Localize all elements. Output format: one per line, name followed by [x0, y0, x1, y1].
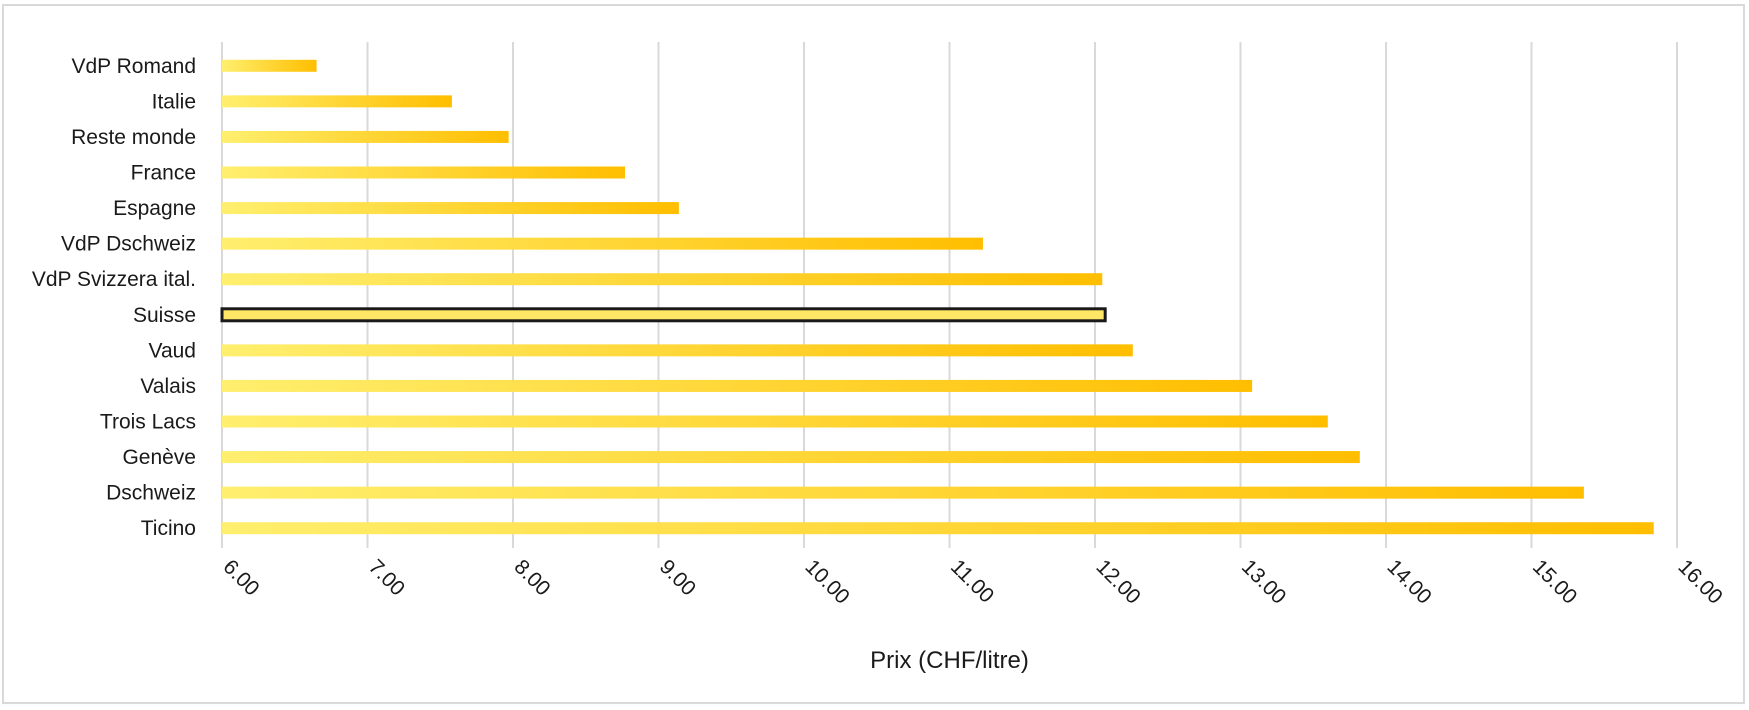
- bars: [220, 59, 1654, 535]
- x-tick-label: 10.00: [800, 555, 853, 608]
- x-tick-label: 12.00: [1091, 555, 1144, 608]
- category-label: France: [131, 162, 196, 185]
- bar-italie: [222, 95, 452, 108]
- bar-vaud: [222, 344, 1133, 357]
- x-tick-label: 16.00: [1673, 555, 1726, 608]
- bar-reste-monde: [222, 130, 509, 143]
- category-label: Espagne: [113, 197, 196, 220]
- x-tick-label: 11.00: [946, 555, 998, 607]
- category-label: Genève: [122, 446, 196, 469]
- category-labels: VdP Romand Italie Reste monde France Espagne…: [32, 55, 196, 540]
- category-label: VdP Romand: [71, 55, 196, 78]
- bar-espagne: [222, 202, 679, 215]
- x-tick-labels: 6.00 7.00 8.00 9.00 10.00 11.00 12.00 13.00 14.0…: [218, 555, 1726, 608]
- bar-vdp-romand: [222, 59, 317, 72]
- category-label: Reste monde: [71, 126, 196, 149]
- bar-trois-lacs: [222, 415, 1328, 428]
- bar-ticino: [222, 522, 1654, 535]
- x-tick-label: 14.00: [1382, 555, 1435, 608]
- grid-lines: [221, 42, 1678, 548]
- category-label: Trois Lacs: [100, 411, 196, 434]
- category-label: Valais: [140, 375, 196, 398]
- bar-gen-ve: [222, 451, 1360, 464]
- category-label: Ticino: [141, 517, 196, 540]
- category-label: Vaud: [149, 339, 197, 362]
- bar-france: [222, 166, 626, 179]
- bar-suisse: [220, 307, 1107, 323]
- bar-vdp-dschweiz: [222, 237, 983, 250]
- category-label: VdP Dschweiz: [61, 233, 196, 256]
- bar-valais: [222, 379, 1253, 392]
- bar-vdp-svizzera-ital: [222, 273, 1103, 286]
- x-tick-label: 15.00: [1528, 555, 1581, 608]
- x-tick-label: 7.00: [364, 555, 409, 600]
- category-label: Italie: [152, 90, 196, 113]
- bar-chart: VdP Romand Italie Reste monde France Espagne…: [32, 42, 1727, 674]
- category-label: VdP Svizzera ital.: [32, 268, 196, 291]
- bar-dschweiz: [222, 486, 1584, 499]
- x-axis-title: Prix (CHF/litre): [870, 647, 1029, 674]
- x-tick-label: 13.00: [1237, 555, 1290, 608]
- chart-frame: VdP Romand Italie Reste monde France Espagne…: [2, 4, 1745, 704]
- category-label: Suisse: [133, 304, 196, 327]
- x-tick-label: 9.00: [655, 555, 700, 600]
- category-label: Dschweiz: [106, 482, 196, 505]
- x-tick-label: 8.00: [509, 555, 554, 600]
- x-tick-label: 6.00: [218, 555, 263, 600]
